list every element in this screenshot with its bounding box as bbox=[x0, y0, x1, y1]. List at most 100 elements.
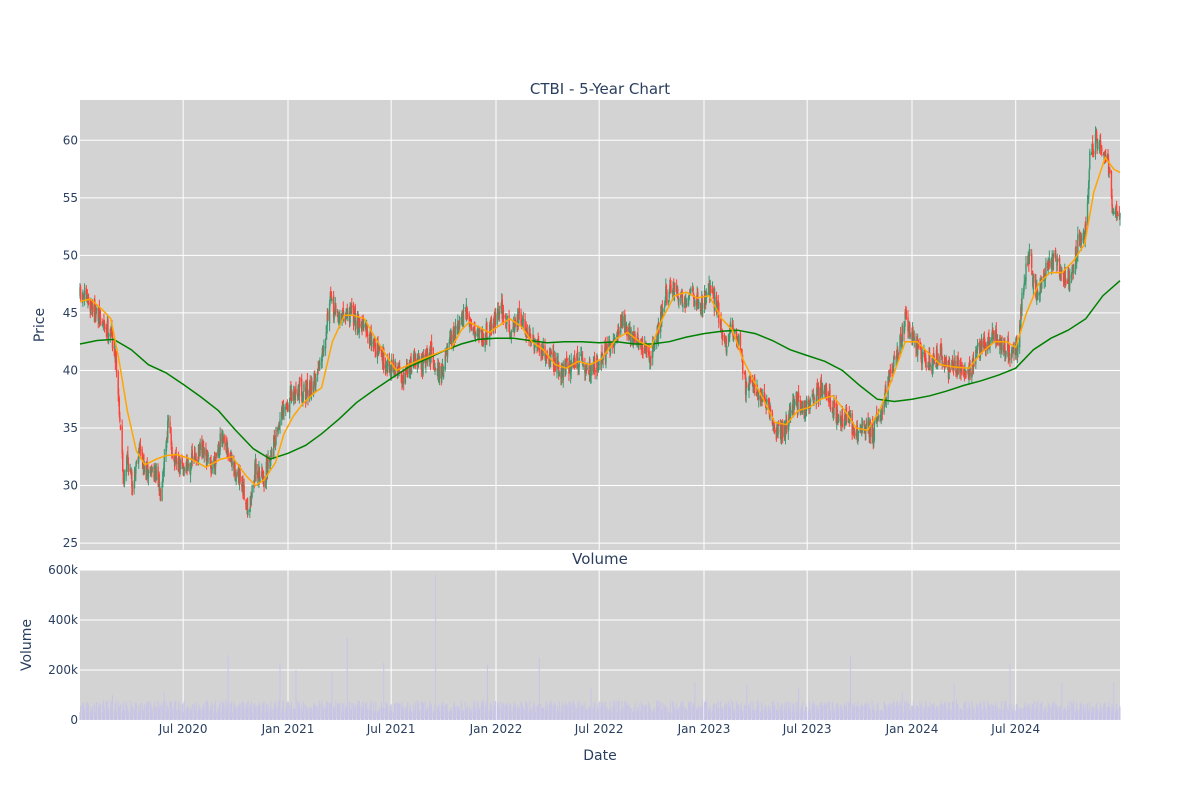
decreasing-candle bbox=[435, 368, 436, 371]
candle-body bbox=[223, 436, 224, 443]
decreasing-candle bbox=[710, 285, 711, 294]
volume-bar bbox=[232, 711, 233, 720]
candle-body bbox=[774, 428, 775, 433]
candle-body bbox=[331, 299, 332, 301]
volume-bar bbox=[491, 706, 492, 720]
volume-bar bbox=[451, 711, 452, 720]
volume-bar bbox=[88, 704, 89, 720]
decreasing-candle bbox=[255, 458, 256, 481]
decreasing-candle bbox=[519, 301, 520, 320]
decreasing-candle bbox=[969, 360, 970, 380]
candle-body bbox=[866, 421, 867, 426]
candle-body bbox=[830, 400, 831, 408]
increasing-candle bbox=[866, 418, 867, 429]
increasing-candle bbox=[686, 298, 687, 307]
volume-bar bbox=[579, 701, 580, 720]
candle-body bbox=[160, 489, 161, 500]
volume-bar bbox=[714, 704, 715, 720]
volume-bar bbox=[236, 706, 237, 720]
decreasing-candle bbox=[80, 284, 81, 302]
candle-body bbox=[144, 466, 145, 472]
volume-bar bbox=[678, 707, 679, 720]
volume-bar bbox=[160, 705, 161, 720]
candle-body bbox=[914, 337, 915, 340]
volume-bar bbox=[395, 702, 396, 720]
candle-body bbox=[100, 317, 101, 319]
candle-body bbox=[255, 464, 256, 475]
decreasing-candle bbox=[894, 351, 895, 360]
decreasing-candle bbox=[926, 358, 927, 371]
candle-body bbox=[168, 418, 169, 421]
volume-bar bbox=[651, 710, 652, 720]
volume-bar bbox=[898, 706, 899, 720]
volume-bar bbox=[782, 711, 783, 720]
candle-body bbox=[194, 454, 195, 455]
candle-body bbox=[431, 342, 432, 349]
volume-bar bbox=[479, 709, 480, 720]
volume-bar bbox=[264, 701, 265, 720]
volume-bar bbox=[842, 710, 843, 720]
candle-body bbox=[902, 325, 903, 342]
candle-body bbox=[212, 467, 213, 470]
candle-body bbox=[926, 366, 927, 367]
candle-body bbox=[135, 467, 136, 474]
increasing-candle bbox=[303, 391, 304, 402]
volume-bar bbox=[838, 707, 839, 720]
volume-bar bbox=[84, 709, 85, 720]
volume-bar bbox=[387, 704, 388, 720]
decreasing-candle bbox=[311, 377, 312, 395]
volume-bar bbox=[563, 705, 564, 720]
volume-bar bbox=[774, 705, 775, 720]
candle-body bbox=[1057, 259, 1058, 261]
candle-body bbox=[303, 384, 304, 390]
decreasing-candle bbox=[116, 351, 117, 377]
candle-body bbox=[1113, 212, 1114, 215]
volume-bar bbox=[786, 701, 787, 720]
decreasing-candle bbox=[670, 280, 671, 294]
candle-body bbox=[650, 356, 651, 359]
decreasing-candle bbox=[223, 434, 224, 450]
increasing-candle bbox=[902, 323, 903, 350]
price-y-axis-label: Price bbox=[32, 308, 48, 342]
increasing-candle bbox=[267, 450, 268, 475]
candle-body bbox=[594, 370, 595, 372]
volume-bar bbox=[339, 703, 340, 720]
increasing-candle bbox=[598, 361, 599, 370]
increasing-candle bbox=[148, 469, 149, 485]
volume-bar bbox=[144, 704, 145, 720]
candle-body bbox=[1031, 254, 1032, 268]
candle-body bbox=[495, 314, 496, 325]
candle-body bbox=[686, 304, 687, 306]
volume-bar bbox=[523, 707, 524, 720]
volume-bar bbox=[535, 712, 536, 720]
candle-body bbox=[790, 409, 791, 416]
candle-body bbox=[204, 449, 205, 455]
candle-body bbox=[291, 392, 292, 401]
candle-body bbox=[692, 288, 693, 291]
increasing-candle bbox=[259, 477, 260, 482]
increasing-candle bbox=[622, 311, 623, 328]
increasing-candle bbox=[439, 362, 440, 385]
increasing-candle bbox=[136, 460, 137, 467]
decreasing-candle bbox=[1117, 211, 1118, 216]
decreasing-candle bbox=[287, 402, 288, 412]
volume-bar bbox=[128, 711, 129, 720]
candle-body bbox=[140, 445, 141, 451]
increasing-candle bbox=[463, 304, 464, 327]
increasing-candle bbox=[325, 338, 326, 356]
decreasing-candle bbox=[119, 412, 120, 424]
volume-bar bbox=[176, 711, 177, 720]
candle-body bbox=[411, 370, 412, 372]
increasing-candle bbox=[914, 330, 915, 347]
volume-bar bbox=[92, 707, 93, 720]
decreasing-candle bbox=[818, 382, 819, 407]
increasing-candle bbox=[447, 343, 448, 362]
candle-body bbox=[1033, 276, 1034, 277]
volume-bar bbox=[288, 702, 289, 720]
candle-body bbox=[247, 510, 248, 511]
candle-body bbox=[742, 360, 743, 374]
decreasing-candle bbox=[1009, 353, 1010, 367]
volume-bar bbox=[379, 707, 380, 720]
volume-bar bbox=[343, 703, 344, 720]
